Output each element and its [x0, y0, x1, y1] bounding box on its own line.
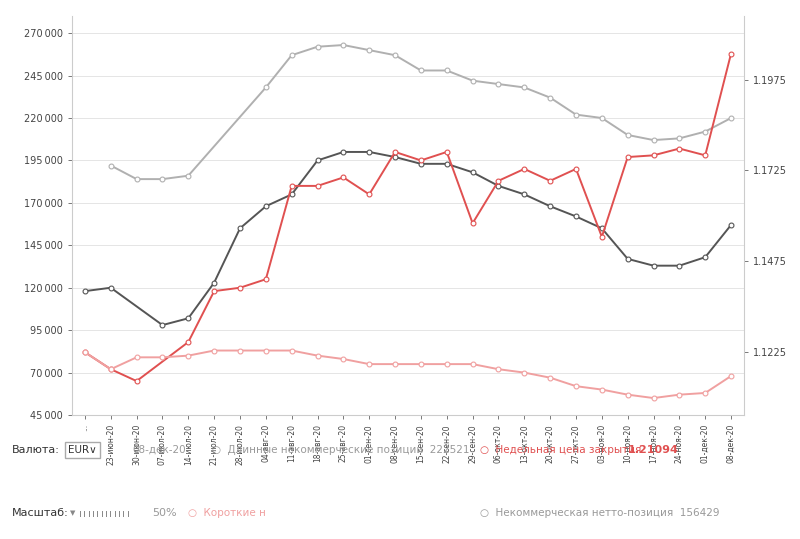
Text: Масштаб:: Масштаб: — [12, 508, 69, 518]
Text: EUR∨: EUR∨ — [68, 445, 97, 455]
Text: ○  Длинные некоммерческие позиции  222521: ○ Длинные некоммерческие позиции 222521 — [212, 445, 470, 455]
Text: ○  Недельная цена закрытия: ○ Недельная цена закрытия — [480, 445, 648, 455]
Text: instaforex: instaforex — [354, 496, 434, 509]
Text: ○  Некоммерческая нетто-позиция  156429: ○ Некоммерческая нетто-позиция 156429 — [480, 508, 719, 518]
Text: ○  Короткие н: ○ Короткие н — [188, 508, 266, 518]
Text: 1.21094: 1.21094 — [628, 445, 679, 455]
Text: ▼: ▼ — [70, 510, 76, 516]
Text: 08-дек-20: 08-дек-20 — [132, 445, 186, 455]
Text: Валюта:: Валюта: — [12, 445, 60, 455]
Text: 50%: 50% — [152, 508, 177, 518]
